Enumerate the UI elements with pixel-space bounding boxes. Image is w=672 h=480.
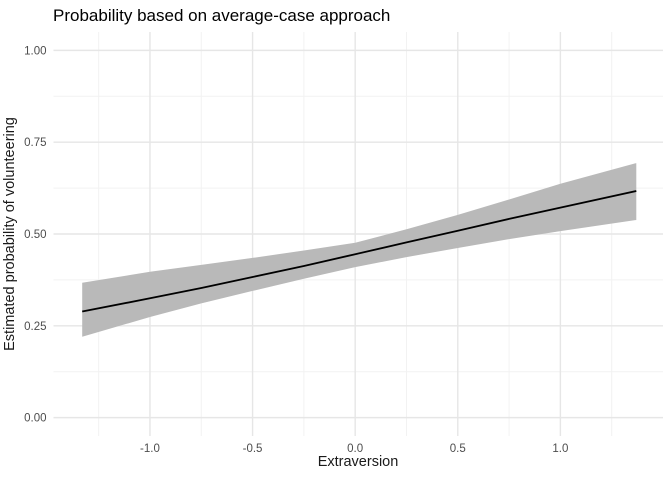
x-tick-label: -1.0 [140,443,160,455]
fit-line [82,190,637,313]
x-tick-label: 0.5 [450,443,466,455]
x-tick-label: -0.5 [243,443,263,455]
y-tick-label: 0.25 [24,321,46,333]
chart-title: Probability based on average-case approa… [53,6,391,25]
y-axis-title: Estimated probability of volunteering [2,117,18,351]
x-tick-label: 1.0 [552,443,568,455]
x-tick-label: 0.0 [347,443,363,455]
confidence-ribbon [82,163,637,337]
y-tick-label: 1.00 [24,45,46,57]
x-axis-title: Extraversion [317,454,399,470]
y-tick-label: 0.75 [24,137,46,149]
y-tick-label: 0.00 [24,413,46,425]
y-tick-label: 0.50 [24,229,46,241]
